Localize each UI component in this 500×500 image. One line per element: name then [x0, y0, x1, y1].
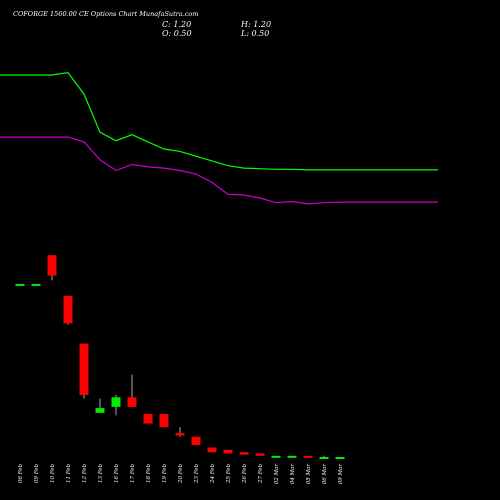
candle-body — [175, 433, 185, 436]
candle-body — [63, 295, 73, 324]
candle-body — [223, 449, 233, 454]
ma-short-line — [0, 71, 438, 171]
x-tick-label: 04 Mar — [290, 464, 296, 485]
open-readout: O: 0.50 — [162, 29, 192, 38]
x-tick-label: 27 Feb — [258, 464, 264, 485]
x-tick-label: 18 Feb — [146, 464, 152, 484]
x-tick-label: 05 Mar — [306, 464, 312, 485]
x-tick-label: 06 Feb — [18, 464, 24, 484]
candle-body — [159, 414, 169, 428]
x-tick-label: 09 Feb — [34, 464, 40, 484]
candle-body — [127, 397, 137, 407]
candle-body — [303, 455, 313, 458]
chart-title: COFORGE 1560.00 CE Options Chart MunafaS… — [13, 10, 199, 18]
candle-body — [287, 455, 297, 458]
x-tick-label: 26 Feb — [242, 464, 248, 485]
high-readout: H: 1.20 — [241, 20, 272, 29]
candle-body — [271, 455, 281, 458]
x-tick-label: 13 Feb — [98, 464, 104, 484]
ma-long-line — [0, 136, 438, 205]
x-tick-label: 11 Feb — [66, 464, 72, 484]
candle-body — [31, 283, 41, 286]
x-tick-label: 19 Feb — [162, 464, 168, 484]
x-tick-label: 25 Feb — [226, 464, 232, 485]
candle-body — [335, 457, 345, 459]
x-tick-label: 17 Feb — [130, 464, 136, 484]
candle-body — [239, 452, 249, 455]
x-tick-label: 16 Feb — [114, 464, 120, 484]
x-tick-label: 09 Mar — [338, 464, 344, 485]
x-tick-label: 20 Feb — [178, 464, 184, 485]
candle-body — [111, 397, 121, 407]
x-tick-label: 02 Mar — [274, 464, 280, 485]
x-tick-label: 23 Feb — [194, 464, 200, 485]
x-tick-label: 06 Mar — [322, 464, 328, 485]
candle-body — [47, 255, 57, 276]
x-tick-label: 10 Feb — [50, 464, 56, 484]
candle-body — [191, 436, 201, 446]
candle-body — [255, 453, 265, 456]
candle-body — [319, 457, 329, 459]
x-tick-label: 12 Feb — [82, 464, 88, 484]
candle-body — [95, 408, 105, 413]
candle-body — [207, 447, 217, 453]
low-readout: L: 0.50 — [241, 29, 270, 38]
x-tick-label: 24 Feb — [210, 464, 216, 485]
candle-body — [15, 283, 25, 286]
close-readout: C: 1.20 — [162, 20, 192, 29]
candle-body — [79, 343, 89, 395]
candle-body — [143, 414, 153, 424]
